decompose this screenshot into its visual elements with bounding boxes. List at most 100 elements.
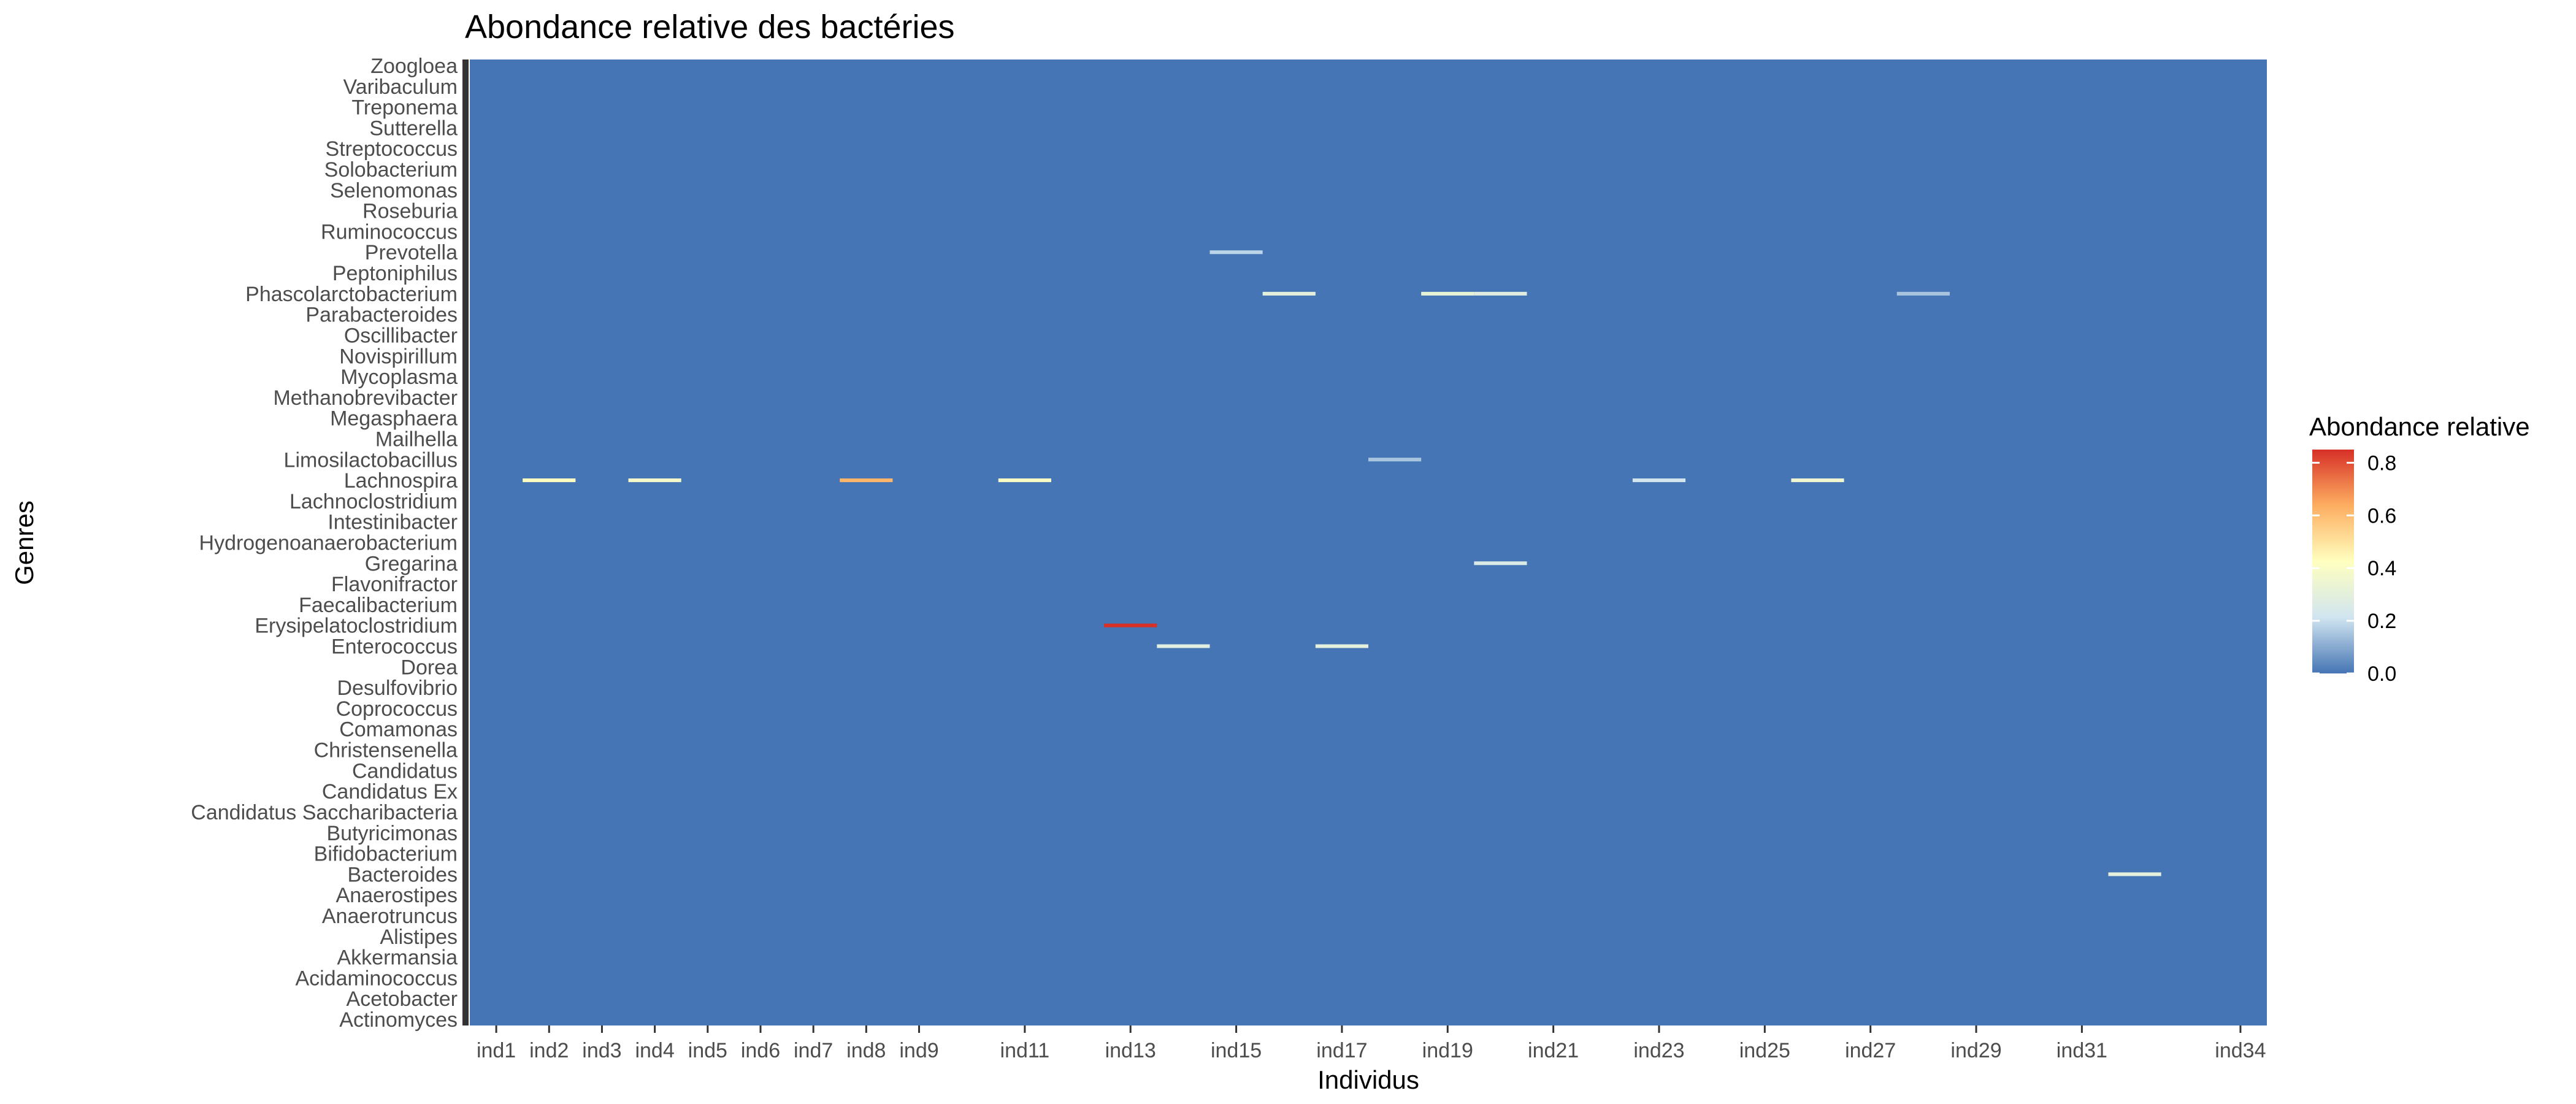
y-tick-label: Peptoniphilus	[332, 262, 458, 285]
x-tick-label: ind7	[794, 1039, 833, 1062]
y-tick-label: Mycoplasma	[340, 366, 458, 389]
heat-cell	[1209, 250, 1263, 255]
x-axis-ticks: ind1 ind2 ind3 ind4 ind5 ind6 ind7 ind8 ind9 ind1…	[477, 1025, 2266, 1062]
y-tick-label: Alistipes	[380, 926, 458, 949]
heat-cell	[840, 478, 893, 483]
y-tick-label: Zoogloea	[370, 55, 458, 78]
x-tick-label: ind2	[529, 1039, 569, 1062]
x-tick-label: ind1	[477, 1039, 516, 1062]
x-tick-label: ind17	[1316, 1039, 1367, 1062]
y-tick-label: Faecalibacterium	[299, 594, 458, 617]
y-tick-label: Treponema	[351, 96, 458, 120]
y-tick-label: Selenomonas	[330, 179, 458, 202]
legend-tick-label: 0.6	[2367, 504, 2396, 527]
y-tick-label: Limosilactobacillus	[284, 448, 458, 472]
y-tick-label: Erysipelatoclostridium	[255, 615, 458, 638]
heat-cell	[2108, 872, 2161, 876]
legend-title: Abondance relative	[2309, 412, 2530, 441]
legend-colorbar	[2312, 450, 2354, 673]
heat-cell	[523, 478, 576, 483]
y-tick-label: Ruminococcus	[321, 220, 458, 243]
y-tick-label: Sutterella	[369, 117, 458, 140]
y-tick-label: Parabacteroides	[305, 304, 458, 327]
x-tick-label: ind6	[741, 1039, 780, 1062]
y-tick-label: Mailhella	[375, 427, 458, 451]
y-tick-label: Desulfovibrio	[337, 677, 458, 700]
y-tick-label: Dorea	[401, 656, 458, 679]
y-tick-label: Candidatus Ex	[322, 780, 458, 803]
heat-cell	[1421, 291, 1474, 296]
heatmap-panel	[470, 59, 2267, 1025]
heat-cell	[628, 478, 681, 483]
x-tick-label: ind9	[899, 1039, 938, 1062]
y-tick-label: Bifidobacterium	[314, 843, 458, 866]
y-tick-label: Comamonas	[339, 718, 458, 742]
y-tick-label: Acetobacter	[347, 987, 458, 1011]
x-axis-title: Individus	[1317, 1065, 1419, 1094]
y-tick-label: Anaerotruncus	[322, 905, 458, 928]
x-tick-label: ind34	[2215, 1039, 2266, 1062]
y-tick-label: Prevotella	[365, 241, 458, 264]
x-tick-label: ind15	[1211, 1039, 1262, 1062]
x-tick-label: ind3	[582, 1039, 621, 1062]
y-tick-label: Roseburia	[362, 200, 458, 223]
chart-title: Abondance relative des bactéries	[465, 9, 955, 45]
y-tick-label: Akkermansia	[337, 946, 458, 970]
y-tick-label: Solobacterium	[324, 158, 458, 182]
heat-cell	[1632, 478, 1686, 483]
y-tick-label: Phascolarctobacterium	[245, 283, 458, 306]
legend-tick-label: 0.0	[2367, 662, 2396, 686]
legend: Abondance relative 0.8 0.6 0.4 0.2 0.0	[2309, 412, 2530, 686]
y-tick-label: Butyricimonas	[326, 822, 458, 845]
y-tick-label: Streptococcus	[326, 137, 458, 161]
y-tick-label: Candidatus Saccharibacteria	[191, 801, 458, 824]
y-tick-label: Actinomyces	[339, 1008, 458, 1032]
heat-cell	[998, 478, 1051, 483]
x-tick-label: ind31	[2057, 1039, 2107, 1062]
x-tick-label: ind29	[1950, 1039, 2001, 1062]
y-tick-label: Coprococcus	[336, 697, 458, 721]
legend-tick-label: 0.8	[2367, 451, 2396, 475]
x-tick-label: ind23	[1633, 1039, 1684, 1062]
y-tick-label: Bacteroides	[347, 863, 458, 886]
heat-cell	[1104, 623, 1157, 627]
x-tick-label: ind27	[1845, 1039, 1896, 1062]
y-tick-label: Flavonifractor	[331, 573, 458, 596]
x-tick-label: ind5	[688, 1039, 727, 1062]
y-tick-label: Christensenella	[314, 739, 458, 762]
heat-cell	[1474, 561, 1527, 565]
heat-cell	[1474, 291, 1527, 296]
x-tick-label: ind13	[1105, 1039, 1156, 1062]
legend-ticks: 0.8 0.6 0.4 0.2 0.0	[2312, 451, 2396, 686]
heat-cell	[1368, 458, 1422, 462]
y-tick-label: Varibaculum	[343, 75, 458, 99]
x-tick-label: ind11	[1000, 1039, 1050, 1062]
y-tick-label: Lachnoclostridium	[289, 490, 458, 513]
legend-tick-label: 0.4	[2367, 557, 2396, 580]
x-tick-label: ind25	[1739, 1039, 1790, 1062]
heatmap-cells	[523, 250, 2161, 876]
heat-cell	[1262, 291, 1316, 296]
y-tick-label: Novispirillum	[339, 345, 458, 368]
heat-cell	[1315, 644, 1368, 648]
heat-cell	[1896, 291, 1950, 296]
y-tick-label: Methanobrevibacter	[273, 386, 458, 410]
y-tick-label: Anaerostipes	[336, 884, 458, 907]
y-tick-band	[462, 59, 469, 1025]
x-tick-label: ind21	[1528, 1039, 1579, 1062]
heat-cell	[1157, 644, 1210, 648]
y-tick-label: Acidaminococcus	[295, 967, 458, 990]
y-tick-label: Oscillibacter	[344, 324, 458, 347]
y-tick-label: Hydrogenoanaerobacterium	[199, 532, 458, 555]
heat-cell	[1791, 478, 1844, 483]
y-tick-label: Gregarina	[365, 552, 458, 575]
y-axis-title: Genres	[10, 500, 39, 585]
x-tick-label: ind8	[846, 1039, 886, 1062]
y-tick-label: Enterococcus	[331, 635, 458, 659]
legend-tick-label: 0.2	[2367, 610, 2396, 633]
x-tick-label: ind19	[1422, 1039, 1473, 1062]
y-tick-label: Megasphaera	[330, 407, 458, 431]
x-tick-label: ind4	[635, 1039, 674, 1062]
y-axis-ticks: ZoogloeaVaribaculumTreponemaSutterellaSt…	[191, 55, 469, 1032]
